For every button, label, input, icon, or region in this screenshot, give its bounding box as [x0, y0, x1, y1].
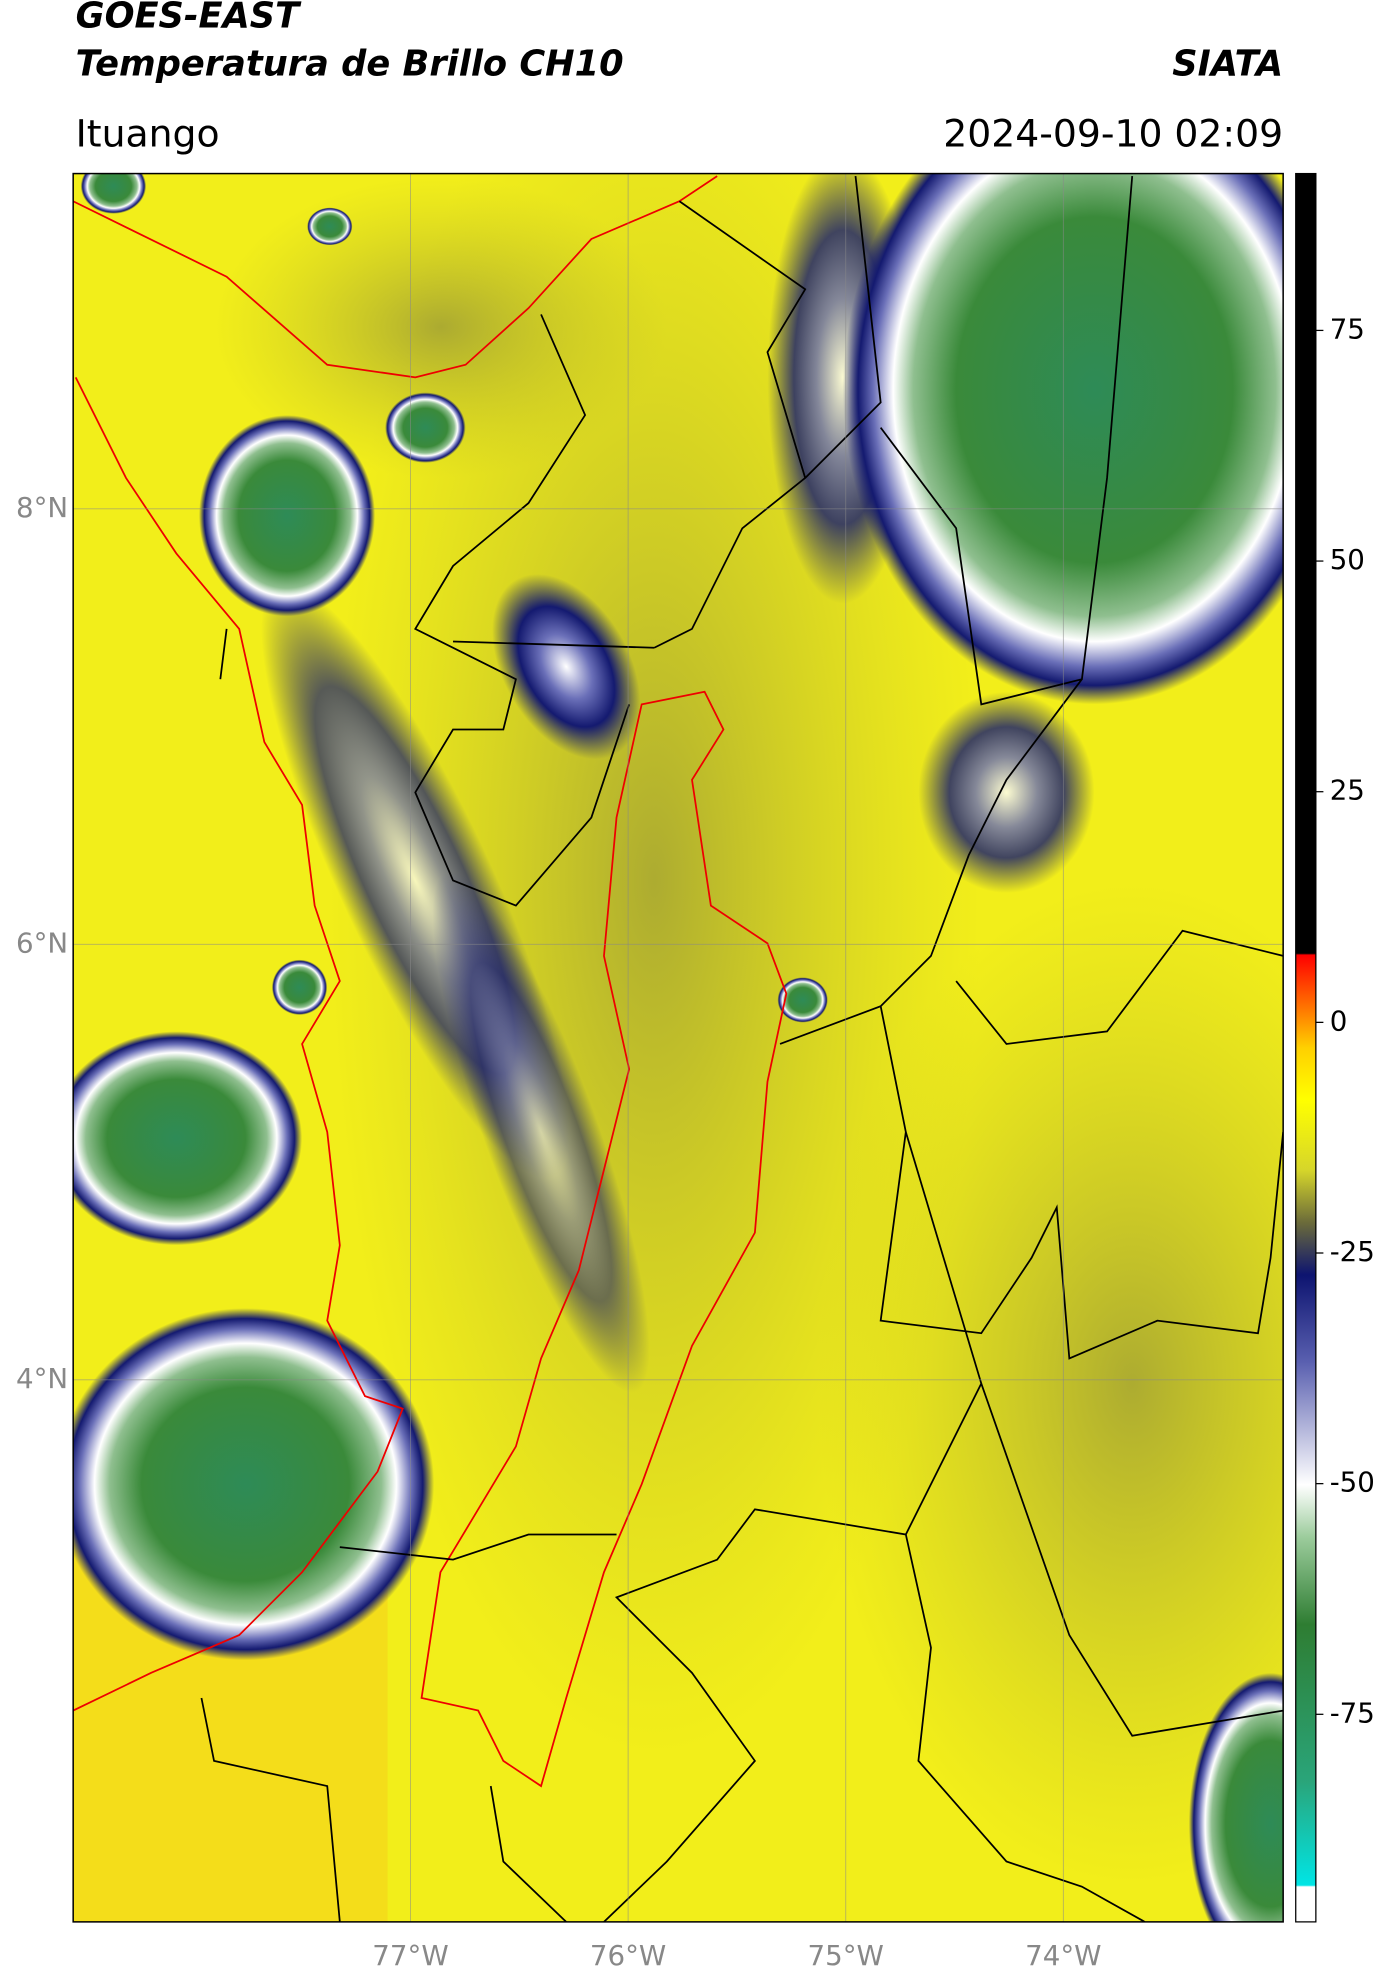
grid: [73, 173, 1284, 1922]
colorbar-tick-label: 50: [1330, 543, 1365, 576]
x-tick-label: 76°W: [590, 1939, 666, 1972]
map-frame: [72, 172, 1284, 1923]
y-tick-label: 6°N: [16, 926, 68, 959]
location: Ituango: [76, 111, 220, 155]
title: Temperatura de Brillo CH10: [76, 43, 624, 84]
cloud-band: [432, 871, 650, 1393]
cloud-core: [73, 1308, 435, 1661]
source: SIATA: [1172, 43, 1283, 84]
storm: [918, 691, 1095, 894]
title: GOES-EAST: [76, 0, 302, 37]
colorbar-tick-label: 0: [1330, 1004, 1348, 1037]
coastline: [73, 376, 404, 1712]
colorbar: [1295, 172, 1317, 1923]
cloud-core: [385, 392, 466, 463]
x-tick-label: 77°W: [372, 1939, 448, 1972]
colorbar-tick-label: -75: [1330, 1696, 1375, 1729]
cloud-core: [1188, 1672, 1284, 1922]
storm: [492, 573, 641, 760]
y-tick-label: 4°N: [16, 1362, 68, 1395]
colorbar-tick-label: 25: [1330, 774, 1365, 807]
colorbar-tick-label: -25: [1330, 1235, 1375, 1268]
x-tick-label: 75°W: [808, 1939, 884, 1972]
colorbar-tick-label: -50: [1330, 1466, 1375, 1499]
colorbar-tick-label: 75: [1330, 312, 1365, 345]
map-image: [73, 173, 1284, 1922]
cloud-core: [777, 977, 828, 1023]
coastline: [73, 175, 718, 379]
cloud-core: [307, 207, 353, 246]
x-tick-label: 74°W: [1025, 1939, 1101, 1972]
haze: [214, 176, 667, 478]
cloud-core: [198, 415, 376, 617]
datetime: 2024-09-10 02:09: [943, 111, 1283, 155]
cloud-core: [271, 959, 328, 1016]
haze: [817, 880, 1284, 1887]
municipal-border: [200, 175, 1284, 1922]
cloud-core: [80, 173, 147, 214]
department-border: [420, 690, 788, 1788]
cloud-core: [73, 1031, 303, 1246]
cloud-core: [843, 173, 1284, 705]
y-tick-label: 8°N: [16, 491, 68, 524]
